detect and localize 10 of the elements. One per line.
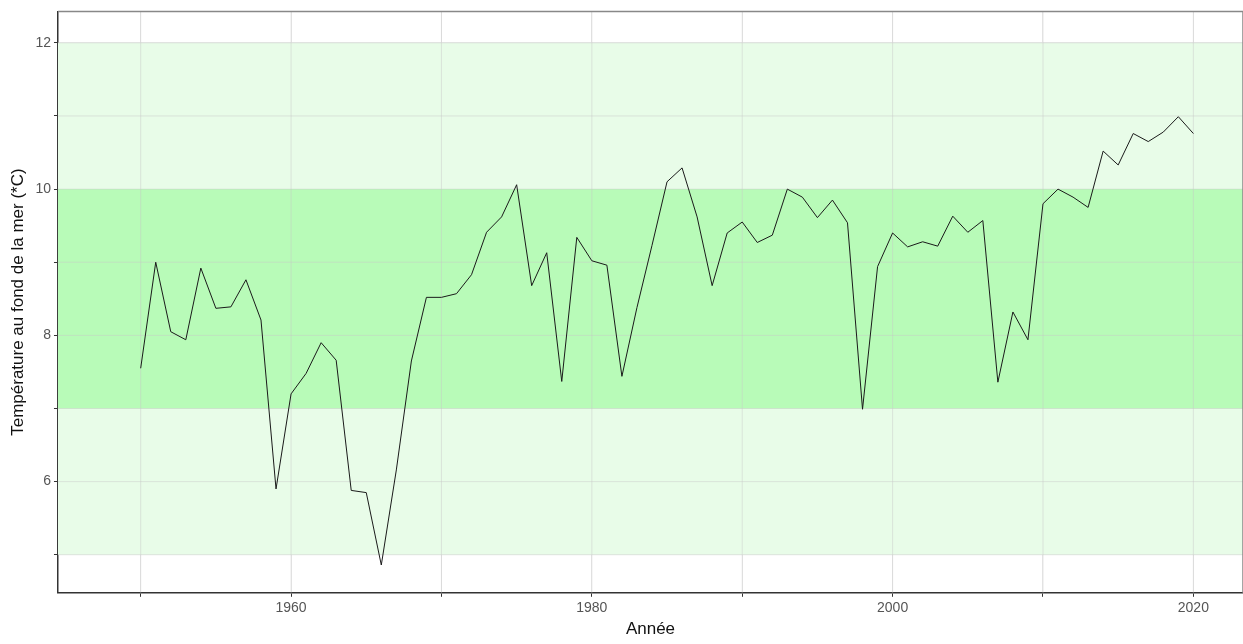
y-tick-label: 12 xyxy=(35,33,52,50)
y-tick-label: 10 xyxy=(35,179,52,196)
x-tick-label: 2020 xyxy=(1177,599,1210,616)
x-tick-label: 1980 xyxy=(576,599,608,616)
y-tick-label: 6 xyxy=(43,472,52,489)
x-tick-label: 2000 xyxy=(877,599,909,616)
x-axis-title: Année xyxy=(625,619,676,639)
y-tick-label: 8 xyxy=(43,326,52,343)
y-axis-title: Température au fond de la mer (*C) xyxy=(7,168,27,436)
x-tick-label: 1960 xyxy=(275,599,307,616)
